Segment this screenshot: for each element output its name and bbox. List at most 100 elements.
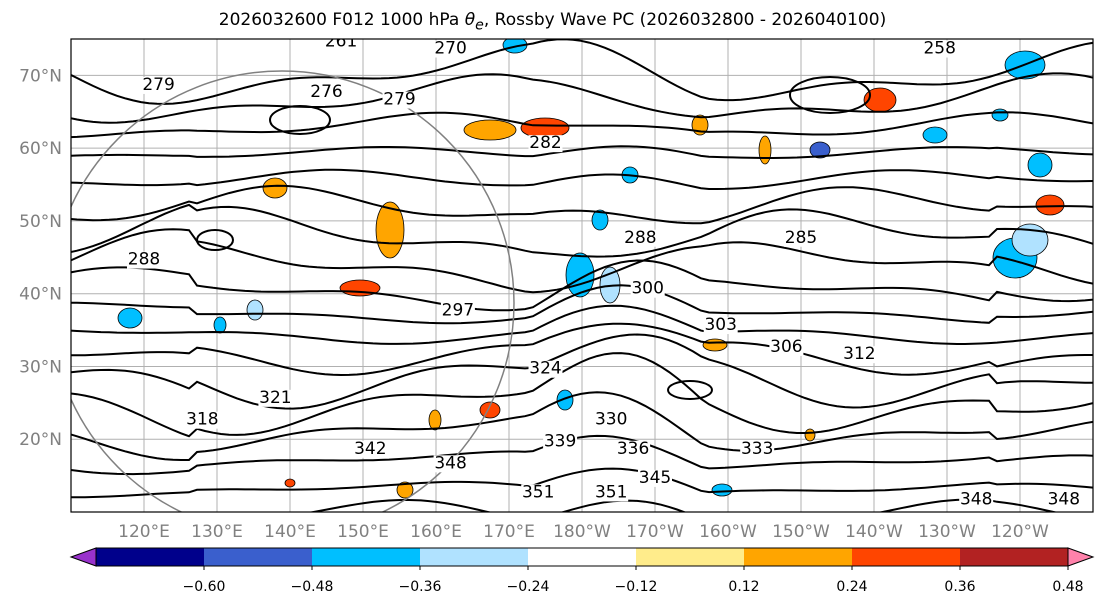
- contour-label: 288: [128, 250, 160, 270]
- contour-label-bg: [630, 280, 665, 298]
- contour-label-bg: [309, 84, 344, 102]
- colorbar-extend-low: [69, 547, 97, 567]
- contour-label-bg: [433, 40, 468, 58]
- lon-tick-label: 170°E: [483, 522, 535, 542]
- contour-label: 351: [595, 482, 627, 502]
- colorbar-tick-label: −0.12: [615, 579, 658, 595]
- lon-tick-label: 140°E: [264, 522, 316, 542]
- colorbar-tick-label: −0.36: [399, 579, 442, 595]
- contour-label: 279: [142, 75, 174, 95]
- contour-label: 318: [186, 410, 218, 430]
- colorbar-segment: [528, 548, 636, 566]
- lat-tick-label: 60°N: [19, 139, 62, 159]
- theta-e-contour: [71, 203, 1093, 258]
- longitude-axis: 120°E 130°E 140°E 150°E 160°E 170°E 180°W 170°W…: [118, 522, 1049, 542]
- pc-anomaly-patch: [804, 428, 816, 442]
- contour-label: 261: [325, 31, 357, 51]
- contour-label: 324: [529, 359, 561, 379]
- colorbar-segment: [852, 548, 960, 566]
- colorbar-extend-high: [1067, 547, 1095, 567]
- contour-label-bg: [740, 440, 775, 458]
- pc-anomaly-patch: [702, 338, 728, 352]
- contour-label: 300: [631, 279, 663, 299]
- theta-e-contour: [71, 333, 1093, 410]
- pc-anomaly-patch: [758, 135, 772, 165]
- contour-label: 336: [617, 439, 649, 459]
- theta-e-contour: [71, 467, 1093, 499]
- closed-contour: [789, 76, 871, 114]
- contour-label-bg: [521, 484, 556, 502]
- pc-anomaly-patch: [711, 483, 733, 497]
- closed-contour: [196, 229, 234, 251]
- contour-label-bg: [959, 491, 994, 509]
- contour-label-bg: [922, 40, 957, 58]
- contour-label-bg: [127, 251, 161, 269]
- theta-e-contour: [71, 352, 1093, 438]
- lat-tick-label: 50°N: [19, 212, 62, 232]
- theta-e-contour: [71, 322, 1093, 377]
- colorbar-tick-label: −0.24: [507, 579, 550, 595]
- lon-tick-label: 130°W: [918, 522, 976, 542]
- colorbar-tick-label: 0.12: [728, 579, 759, 595]
- closed-contour: [269, 105, 331, 135]
- theta-e-contour: [71, 434, 1093, 476]
- contour-label-bg: [594, 484, 629, 502]
- contour-label-bg: [324, 39, 359, 51]
- contour-label: 297: [442, 301, 474, 321]
- closed-contour: [667, 380, 713, 400]
- lon-tick-label: 130°E: [191, 522, 243, 542]
- contour-label: 306: [770, 337, 802, 357]
- colorbar-segment: [204, 548, 312, 566]
- pc-anomaly-patch: [396, 481, 414, 499]
- colorbar-segment: [636, 548, 744, 566]
- contour-label-bg: [528, 135, 563, 153]
- contour-label: 321: [259, 388, 291, 408]
- pc-anomaly-patch: [1011, 223, 1049, 257]
- pc-anomaly-patch: [1027, 152, 1053, 178]
- theta-e-contour: [71, 111, 1093, 139]
- lat-tick-label: 30°N: [19, 357, 62, 377]
- map-frame: [70, 38, 1094, 513]
- pc-anomaly-patch: [463, 119, 517, 141]
- contour-label-bg: [594, 411, 629, 429]
- contour-label-bg: [528, 360, 563, 378]
- contour-label-bg: [784, 229, 818, 247]
- colorbar-tick-label: 0.36: [944, 579, 975, 595]
- colorbar-segment: [744, 548, 852, 566]
- theta-e-contour: [71, 184, 1093, 225]
- pc-anomaly-patch: [117, 307, 143, 329]
- pc-anomaly-patch: [262, 177, 288, 199]
- contour-label-bg: [623, 229, 658, 247]
- contour-label-bg: [382, 91, 417, 109]
- contour-label: 339: [544, 432, 576, 452]
- contour-label: 342: [354, 439, 386, 459]
- contour-label: 330: [595, 410, 627, 430]
- contour-label: 303: [704, 315, 736, 335]
- pc-anomaly-patch: [1035, 194, 1065, 216]
- theta-e-contours: [71, 39, 1093, 512]
- theta-e-contour: [71, 72, 1093, 124]
- pc-anomaly-patch: [246, 299, 264, 321]
- contour-label: 270: [434, 39, 466, 59]
- contour-label: 333: [741, 439, 773, 459]
- lon-tick-label: 120°W: [991, 522, 1049, 542]
- contour-label: 279: [383, 89, 415, 109]
- contour-label-bg: [353, 440, 388, 458]
- theta-e-contour: [71, 259, 1093, 312]
- colorbar-segment: [960, 548, 1068, 566]
- latitude-axis: 70°N 60°N 50°N 40°N 30°N 20°N: [19, 66, 62, 450]
- pc-anomaly-patch: [591, 209, 609, 231]
- contour-label-bg: [258, 389, 293, 407]
- lon-tick-label: 160°W: [699, 522, 757, 542]
- contour-label-bg: [616, 39, 651, 43]
- pc-anomaly-patch: [556, 389, 574, 411]
- theta-e-contour: [71, 304, 1093, 345]
- colorbar-tick-label: 0.48: [1052, 579, 1083, 595]
- pc-anomaly-patch: [991, 108, 1009, 122]
- contour-label: 348: [960, 490, 992, 510]
- contour-label-bg: [638, 469, 672, 487]
- lat-tick-label: 70°N: [19, 66, 62, 86]
- theta-e-contour: [71, 168, 1093, 190]
- colorbar-frame: [95, 547, 1069, 567]
